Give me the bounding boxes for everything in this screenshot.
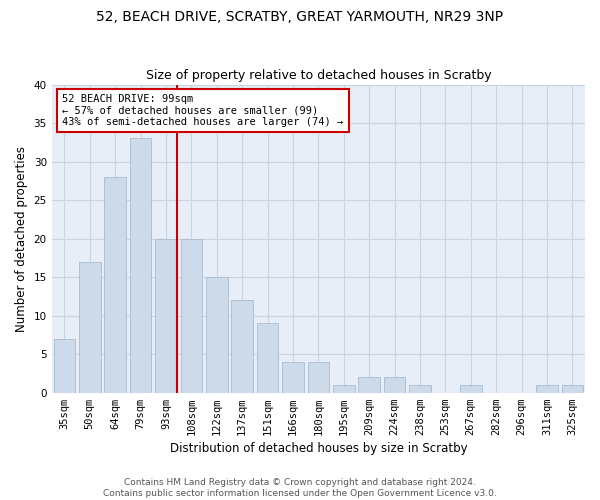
Text: Contains HM Land Registry data © Crown copyright and database right 2024.
Contai: Contains HM Land Registry data © Crown c… — [103, 478, 497, 498]
Bar — [536, 385, 557, 392]
Bar — [308, 362, 329, 392]
Bar — [79, 262, 101, 392]
Bar — [232, 300, 253, 392]
Bar — [257, 324, 278, 392]
Y-axis label: Number of detached properties: Number of detached properties — [15, 146, 28, 332]
Bar — [358, 378, 380, 392]
Bar — [460, 385, 482, 392]
Title: Size of property relative to detached houses in Scratby: Size of property relative to detached ho… — [146, 69, 491, 82]
Bar — [409, 385, 431, 392]
Bar — [206, 277, 227, 392]
Bar — [181, 238, 202, 392]
Bar — [333, 385, 355, 392]
Bar — [155, 238, 177, 392]
Text: 52, BEACH DRIVE, SCRATBY, GREAT YARMOUTH, NR29 3NP: 52, BEACH DRIVE, SCRATBY, GREAT YARMOUTH… — [97, 10, 503, 24]
Bar — [104, 177, 126, 392]
Bar — [384, 378, 406, 392]
Bar — [562, 385, 583, 392]
Text: 52 BEACH DRIVE: 99sqm
← 57% of detached houses are smaller (99)
43% of semi-deta: 52 BEACH DRIVE: 99sqm ← 57% of detached … — [62, 94, 344, 127]
Bar — [282, 362, 304, 392]
Bar — [53, 339, 75, 392]
Bar — [130, 138, 151, 392]
X-axis label: Distribution of detached houses by size in Scratby: Distribution of detached houses by size … — [170, 442, 467, 455]
